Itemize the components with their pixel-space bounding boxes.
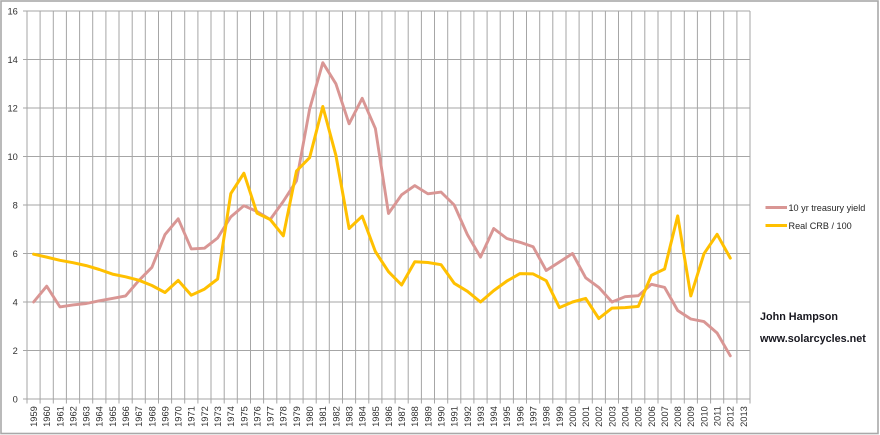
svg-text:1983: 1983	[345, 406, 355, 427]
svg-text:1962: 1962	[68, 406, 78, 427]
svg-text:2013: 2013	[739, 406, 749, 427]
svg-text:2012: 2012	[726, 406, 736, 427]
svg-text:1988: 1988	[410, 406, 420, 427]
svg-text:1966: 1966	[121, 406, 131, 427]
svg-text:12: 12	[7, 103, 17, 113]
svg-text:1963: 1963	[82, 406, 92, 427]
svg-text:1982: 1982	[331, 406, 341, 427]
svg-text:1973: 1973	[213, 406, 223, 427]
svg-text:2006: 2006	[647, 406, 657, 427]
svg-text:2001: 2001	[581, 406, 591, 427]
svg-text:1996: 1996	[515, 406, 525, 427]
svg-text:1960: 1960	[42, 406, 52, 427]
svg-text:1959: 1959	[29, 406, 39, 427]
svg-text:1986: 1986	[384, 406, 394, 427]
svg-text:1998: 1998	[542, 406, 552, 427]
svg-text:1979: 1979	[292, 406, 302, 427]
svg-text:6: 6	[13, 249, 18, 259]
svg-text:10: 10	[7, 152, 17, 162]
svg-text:1964: 1964	[95, 406, 105, 427]
svg-text:1999: 1999	[555, 406, 565, 427]
svg-text:1985: 1985	[371, 406, 381, 427]
svg-text:2003: 2003	[607, 406, 617, 427]
svg-text:14: 14	[7, 55, 17, 65]
svg-text:1980: 1980	[305, 406, 315, 427]
svg-text:10 yr treasury yield: 10 yr treasury yield	[789, 203, 866, 213]
svg-text:2009: 2009	[686, 406, 696, 427]
svg-text:1989: 1989	[423, 406, 433, 427]
svg-text:1992: 1992	[463, 406, 473, 427]
svg-text:1984: 1984	[358, 406, 368, 427]
svg-text:2002: 2002	[594, 406, 604, 427]
svg-text:1974: 1974	[226, 406, 236, 427]
svg-text:1969: 1969	[160, 406, 170, 427]
svg-text:8: 8	[13, 200, 18, 210]
svg-text:2004: 2004	[621, 406, 631, 427]
svg-text:1968: 1968	[147, 406, 157, 427]
svg-text:1994: 1994	[489, 406, 499, 427]
svg-text:2007: 2007	[660, 406, 670, 427]
svg-text:1967: 1967	[134, 406, 144, 427]
svg-text:16: 16	[7, 6, 17, 16]
svg-text:2000: 2000	[568, 406, 578, 427]
svg-text:1981: 1981	[318, 406, 328, 427]
svg-text:1987: 1987	[397, 406, 407, 427]
svg-text:John Hampson: John Hampson	[760, 311, 838, 323]
svg-text:1965: 1965	[108, 406, 118, 427]
svg-text:2005: 2005	[634, 406, 644, 427]
svg-text:1990: 1990	[437, 406, 447, 427]
svg-text:2008: 2008	[673, 406, 683, 427]
svg-text:Real CRB / 100: Real CRB / 100	[789, 221, 852, 231]
svg-text:1971: 1971	[187, 406, 197, 427]
svg-text:1991: 1991	[450, 406, 460, 427]
svg-text:4: 4	[13, 297, 18, 307]
svg-text:1978: 1978	[279, 406, 289, 427]
svg-text:0: 0	[13, 394, 18, 404]
svg-text:2011: 2011	[713, 406, 723, 426]
svg-text:1961: 1961	[55, 406, 65, 427]
svg-text:1995: 1995	[502, 406, 512, 427]
svg-text:1997: 1997	[529, 406, 539, 427]
svg-text:1977: 1977	[266, 406, 276, 427]
svg-text:1972: 1972	[200, 406, 210, 427]
svg-text:2010: 2010	[699, 406, 709, 427]
svg-text:www.solarcycles.net: www.solarcycles.net	[759, 333, 866, 345]
svg-text:2: 2	[13, 346, 18, 356]
svg-text:1993: 1993	[476, 406, 486, 427]
svg-text:1970: 1970	[174, 406, 184, 427]
svg-text:1976: 1976	[252, 406, 262, 427]
svg-text:1975: 1975	[239, 406, 249, 427]
